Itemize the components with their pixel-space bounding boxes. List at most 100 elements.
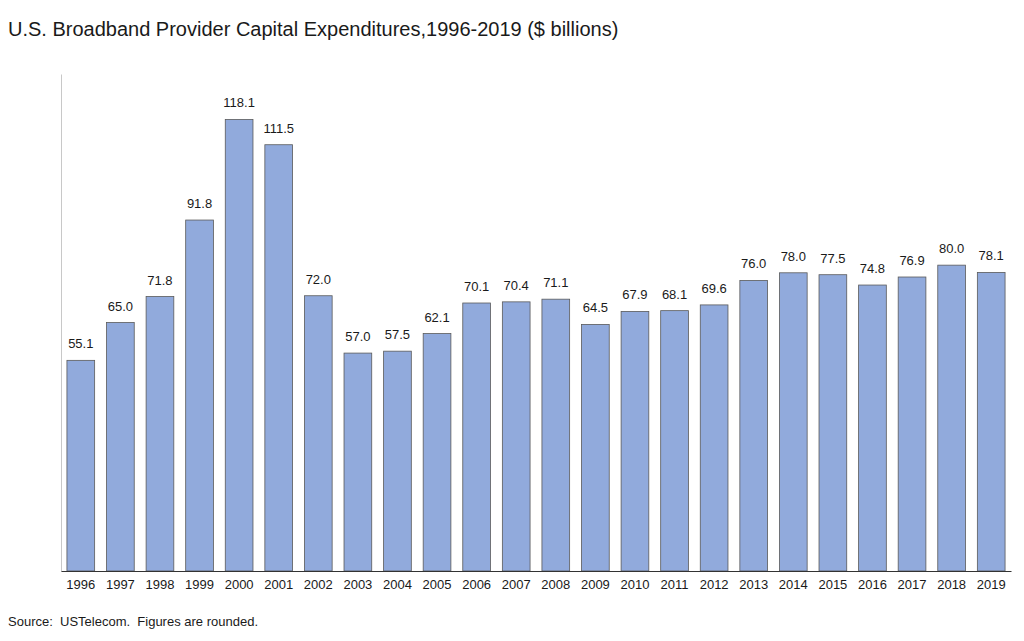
x-tick-label: 2005: [423, 577, 452, 592]
bar: [938, 265, 966, 571]
bar: [384, 351, 412, 571]
x-tick: 1998: [145, 571, 174, 592]
data-label: 57.5: [385, 327, 410, 342]
bar: [423, 334, 451, 571]
x-tick: 2000: [225, 571, 254, 592]
data-label: 68.1: [662, 287, 687, 302]
x-tick: 2018: [937, 571, 966, 592]
bar: [661, 311, 689, 571]
x-tick-label: 2019: [977, 577, 1006, 592]
data-label: 62.1: [424, 310, 449, 325]
annotation: Source: USTelecom. Figures are rounded.: [8, 614, 258, 629]
data-label: 91.8: [187, 196, 212, 211]
data-label: 57.0: [345, 329, 370, 344]
x-tick: 2019: [977, 571, 1006, 592]
data-label: 111.5: [263, 121, 294, 136]
x-tick-label: 2008: [541, 577, 570, 592]
x-tick: 2009: [581, 571, 610, 592]
x-tick-label: 2017: [898, 577, 927, 592]
data-label: 78.1: [979, 248, 1004, 263]
bar: [977, 272, 1005, 571]
x-tick-label: 1997: [106, 577, 135, 592]
x-tick-label: 2006: [462, 577, 491, 592]
data-label: 74.8: [860, 261, 885, 276]
bar: [304, 296, 332, 571]
data-label: 55.1: [68, 336, 93, 351]
data-label: 76.0: [741, 256, 766, 271]
bar: [621, 311, 649, 571]
y-axis-line: [61, 75, 62, 572]
bar: [463, 303, 491, 571]
x-tick-label: 2004: [383, 577, 412, 592]
data-label: 78.0: [781, 249, 806, 264]
x-tick: 2002: [304, 571, 333, 592]
x-tick-label: 2015: [818, 577, 847, 592]
x-tick: 2001: [264, 571, 293, 592]
bar: [146, 297, 174, 571]
x-tick-label: 2002: [304, 577, 333, 592]
x-tick-label: 2007: [502, 577, 531, 592]
bar: [898, 277, 926, 571]
x-tick: 2004: [383, 571, 412, 592]
x-tick: 2006: [462, 571, 491, 592]
bar: [265, 145, 293, 571]
x-tick: 2008: [541, 571, 570, 592]
data-label: 77.5: [820, 251, 845, 266]
bar: [582, 324, 610, 571]
bar: [700, 305, 728, 571]
x-tick: 2005: [423, 571, 452, 592]
data-label: 118.1: [223, 95, 255, 110]
bar: [859, 285, 887, 571]
bars: [67, 119, 1005, 571]
y-axis: [61, 75, 62, 572]
data-label: 71.8: [147, 273, 172, 288]
x-tick-label: 2011: [661, 577, 689, 592]
x-tick-label: 2013: [739, 577, 768, 592]
bar: [107, 323, 135, 572]
x-tick-label: 1998: [145, 577, 174, 592]
bar: [819, 275, 847, 571]
x-tick-label: 2012: [700, 577, 729, 592]
x-axis-line: [62, 571, 1012, 572]
data-label: 76.9: [899, 253, 924, 268]
x-tick-label: 2003: [343, 577, 372, 592]
bar: [225, 119, 253, 571]
x-tick-label: 2009: [581, 577, 610, 592]
x-axis: 1996 1997 1998 1999 2000 2001 2002 2003 2004 2005…: [62, 571, 1012, 592]
data-label: 71.1: [543, 275, 568, 290]
data-label: 65.0: [108, 299, 133, 314]
x-tick-label: 2014: [779, 577, 808, 592]
x-tick: 2016: [858, 571, 887, 592]
chart: U.S. Broadband Provider Capital Expendit…: [0, 0, 1024, 641]
x-tick: 2011: [661, 571, 689, 592]
data-label: 80.0: [939, 241, 964, 256]
data-labels: 55.1 65.0 71.8 91.8 118.1 111.5 72.0 57.0 57.5 62…: [68, 95, 1004, 351]
bar: [344, 353, 372, 571]
data-label: 70.1: [464, 279, 489, 294]
x-tick: 2015: [818, 571, 847, 592]
x-tick-label: 2001: [264, 577, 293, 592]
x-tick: 1996: [66, 571, 95, 592]
data-label: 69.6: [701, 281, 726, 296]
x-tick: 2012: [700, 571, 729, 592]
x-tick: 2017: [898, 571, 927, 592]
x-tick: 1997: [106, 571, 135, 592]
x-tick: 2014: [779, 571, 808, 592]
x-tick-label: 2018: [937, 577, 966, 592]
x-tick-label: 2010: [620, 577, 649, 592]
x-tick-label: 2000: [225, 577, 254, 592]
x-tick-label: 1996: [66, 577, 95, 592]
data-label: 64.5: [583, 300, 608, 315]
bar: [67, 360, 95, 571]
x-tick: 2003: [343, 571, 372, 592]
bar: [186, 220, 214, 571]
data-label: 72.0: [306, 272, 331, 287]
x-tick: 2013: [739, 571, 768, 592]
x-tick: 1999: [185, 571, 214, 592]
x-tick: 2007: [502, 571, 531, 592]
title: U.S. Broadband Provider Capital Expendit…: [8, 18, 618, 40]
bar: [542, 299, 570, 571]
data-label: 67.9: [622, 287, 647, 302]
bar: [740, 280, 768, 571]
data-label: 70.4: [504, 278, 529, 293]
